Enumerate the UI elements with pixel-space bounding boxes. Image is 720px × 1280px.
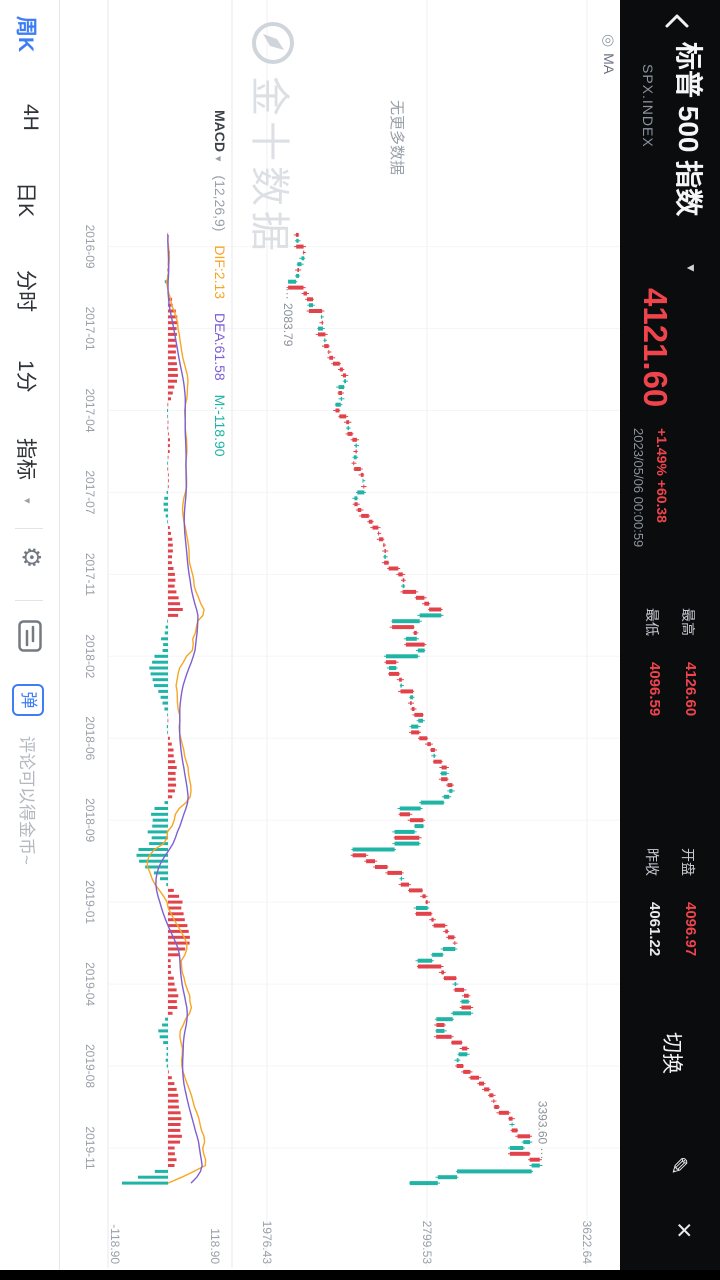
ma-label: MA	[601, 53, 617, 75]
back-button[interactable]	[664, 10, 690, 32]
min-price-marker: ··· 2083.79	[281, 288, 295, 347]
quote-datetime: 2023/05/06 00:00:59	[631, 428, 646, 548]
svg-text:118.90: 118.90	[208, 1228, 222, 1264]
macd-axis-labels: 118.90 -118.90	[108, 1224, 222, 1264]
svg-text:2018-06: 2018-06	[83, 716, 97, 760]
macd-caret-icon: ▾	[212, 156, 224, 162]
candlestick-layer	[286, 232, 543, 1186]
close-icon[interactable]: ×	[669, 1222, 700, 1239]
macd-histogram	[122, 233, 190, 1185]
stat-open-label: 开盘	[680, 848, 696, 876]
tab-intraday[interactable]: 分时	[14, 270, 37, 312]
svg-text:2018-02: 2018-02	[83, 634, 97, 678]
stat-low-label: 最低	[644, 608, 660, 636]
svg-text:2019-04: 2019-04	[83, 962, 97, 1006]
comment-input[interactable]: 评论可以得金币~	[17, 736, 36, 865]
stat-prevclose-label: 昨收	[644, 848, 660, 876]
svg-text:2018-09: 2018-09	[83, 798, 97, 842]
max-price-marker: 3393.60 ···	[536, 1101, 550, 1160]
svg-text:2017-01: 2017-01	[83, 307, 97, 351]
macd-label[interactable]: MACD	[212, 110, 228, 152]
svg-text:2019-08: 2019-08	[83, 1044, 97, 1088]
chevron-down-icon[interactable]: ▼	[684, 262, 698, 274]
indicator-settings-icon[interactable]: ◎	[600, 34, 617, 48]
svg-text:2017-04: 2017-04	[83, 388, 97, 432]
jin10-logo-icon	[252, 22, 294, 64]
header: 标普 500 指数 ▼ SPX.INDEX 4121.60 +1.49% +60…	[620, 0, 720, 1280]
svg-text:2799.53: 2799.53	[420, 1221, 434, 1265]
tab-indicator[interactable]: 指标	[14, 438, 37, 480]
dif-value: DIF:2.13	[212, 245, 228, 300]
svg-text:1976.43: 1976.43	[260, 1221, 274, 1265]
svg-text:2019-11: 2019-11	[83, 1126, 97, 1169]
price-axis-labels: 3622.64 2799.53 1976.43	[260, 1221, 594, 1265]
jin10-watermark: 金十数据	[244, 20, 302, 256]
last-price: 4121.60	[637, 288, 674, 408]
macd-value: M:-118.90	[212, 394, 228, 457]
tab-1min[interactable]: 1分	[14, 360, 37, 393]
tab-day-k[interactable]: 日K	[14, 182, 37, 218]
bottom-toolbar: 周K 4H 日K 分时 1分 指标 ▾ ⚙ 弹 评论可以得金币~	[0, 0, 60, 1280]
ma-indicator-row[interactable]: ◎ MA	[600, 34, 618, 74]
svg-text:2017-11: 2017-11	[83, 553, 97, 596]
dea-value: DEA:61.58	[212, 312, 228, 381]
stat-high-label: 最高	[680, 608, 696, 636]
switch-symbol-button[interactable]: 切换	[660, 1032, 683, 1074]
stat-open-value: 4096.97	[682, 902, 699, 957]
device-edge-bar	[0, 1270, 720, 1280]
macd-params: (12,26,9)	[212, 175, 228, 232]
stat-high-value: 4126.60	[682, 662, 699, 717]
chart-settings-icon[interactable]: ⚙	[17, 546, 45, 569]
x-axis-labels: 2016-09 2017-01 2017-04 2017-07 2017-11 2018-…	[83, 225, 97, 1170]
back-chevron-icon	[665, 14, 689, 28]
stat-low-value: 4096.59	[646, 662, 663, 717]
dea-line	[155, 234, 203, 1184]
tab-week-k[interactable]: 周K	[14, 16, 37, 53]
watermark-text: 金十数据	[247, 76, 291, 256]
svg-text:2019-01: 2019-01	[83, 880, 97, 924]
indicator-caret-icon: ▾	[21, 498, 33, 504]
stat-prevclose-value: 4061.22	[646, 902, 663, 957]
danmaku-toggle-badge[interactable]: 弹	[12, 684, 44, 716]
toolbar-divider	[15, 528, 43, 529]
chart-region[interactable]: 3622.64 2799.53 1976.43 ··· 2083.79 3393.60 …	[60, 0, 620, 1280]
dif-line	[146, 234, 207, 1184]
svg-text:2016-09: 2016-09	[83, 225, 97, 269]
price-change: +1.49% +60.38	[654, 428, 670, 523]
symbol-code: SPX.INDEX	[640, 64, 656, 148]
svg-text:3622.64: 3622.64	[580, 1221, 594, 1265]
macd-indicator-row[interactable]: MACD ▾ (12,26,9) DIF:2.13 DEA:61.58 M:-11…	[212, 110, 228, 467]
toolbar-divider	[15, 600, 43, 601]
draw-pencil-icon[interactable]: ✎	[666, 1156, 692, 1176]
page-title: 标普 500 指数	[673, 42, 704, 217]
tab-4h[interactable]: 4H	[19, 104, 42, 131]
svg-text:-118.90: -118.90	[108, 1224, 122, 1264]
candlestick-chart-svg: 3622.64 2799.53 1976.43 ··· 2083.79 3393.60 …	[83, 0, 620, 1268]
no-more-data-label: 无更多数据	[388, 100, 405, 176]
svg-text:2017-07: 2017-07	[83, 470, 97, 514]
